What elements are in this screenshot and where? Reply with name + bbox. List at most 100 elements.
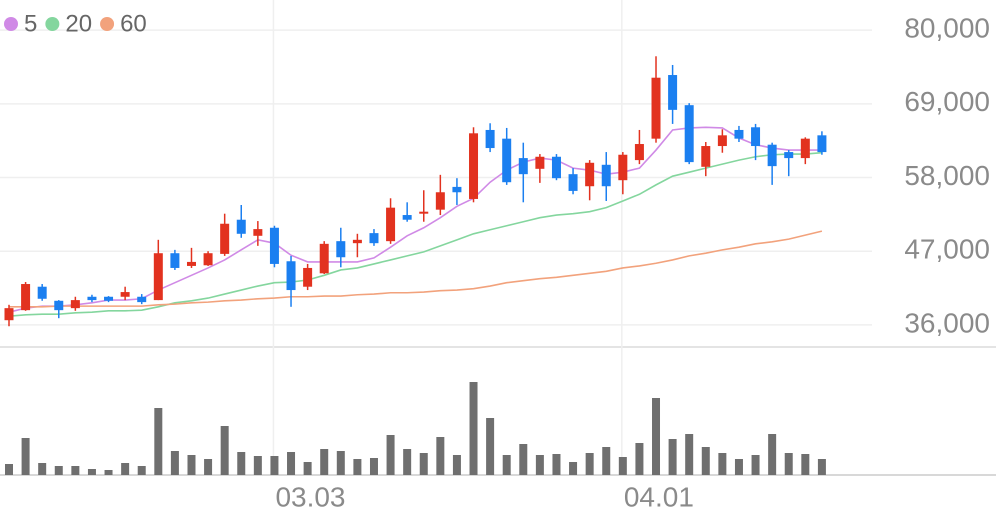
volume-bar xyxy=(718,453,727,475)
legend-label: 60 xyxy=(120,10,147,37)
volume-bar xyxy=(419,453,428,475)
candle-body xyxy=(585,162,595,187)
candle-body xyxy=(303,267,313,287)
volume-bar xyxy=(436,437,445,475)
candle-body xyxy=(817,135,827,153)
volume-bar xyxy=(38,463,47,475)
volume-bar xyxy=(652,398,661,475)
volume-bar xyxy=(668,439,677,475)
candle-body xyxy=(286,261,296,291)
volume-bar xyxy=(602,447,611,475)
volume-bar xyxy=(21,438,30,475)
volume-bar xyxy=(5,464,13,475)
candle-body xyxy=(186,261,196,266)
candle-body xyxy=(800,138,810,159)
ma-line xyxy=(9,230,823,308)
legend-label: 20 xyxy=(65,10,92,37)
volume-bar xyxy=(104,470,113,475)
candle-body xyxy=(253,229,263,236)
volume-bar xyxy=(386,435,395,475)
volume-bar xyxy=(801,454,810,475)
candle-body xyxy=(137,296,147,303)
candle-body xyxy=(21,284,31,311)
volume-bar xyxy=(519,444,528,475)
candle-body xyxy=(634,144,644,161)
volume-bar xyxy=(154,408,163,475)
candle-body xyxy=(37,286,47,299)
volume-bar xyxy=(220,426,229,475)
candle-body xyxy=(502,138,512,183)
candle-body xyxy=(170,253,180,268)
candle-body xyxy=(469,133,479,199)
candle-body xyxy=(717,135,727,147)
candle-body xyxy=(386,207,396,242)
x-tick-label: 03.03 xyxy=(275,481,345,512)
y-tick-label: 36,000 xyxy=(904,307,990,338)
volume-bar xyxy=(353,459,362,475)
volume-bar xyxy=(170,451,179,475)
candle-body xyxy=(518,158,528,175)
volume-bar xyxy=(817,459,826,475)
volume-bar xyxy=(701,447,710,475)
legend-swatch xyxy=(100,17,115,31)
candle-body xyxy=(104,296,114,301)
legend-swatch xyxy=(45,17,60,31)
volume-bar xyxy=(685,434,694,475)
candle-body xyxy=(734,129,744,139)
candle-body xyxy=(767,144,777,167)
volume-bar xyxy=(502,455,511,475)
volume-bar xyxy=(734,459,743,475)
candle-body xyxy=(203,253,213,266)
candle-body xyxy=(535,156,545,169)
candle-body xyxy=(4,308,14,321)
candle-body xyxy=(153,253,163,301)
volume-bar xyxy=(552,454,561,475)
candle-body xyxy=(54,300,64,311)
legend-swatch xyxy=(4,17,18,31)
volume-bar xyxy=(336,451,345,475)
volume-bar xyxy=(452,455,461,475)
volume-bar xyxy=(635,443,644,475)
ma-line xyxy=(8,126,822,313)
volume-bar xyxy=(751,455,760,475)
y-tick-label: 69,000 xyxy=(904,86,990,117)
volume-bar xyxy=(137,466,146,475)
volume-bar xyxy=(585,453,594,475)
volume-bar xyxy=(121,463,130,475)
candle-body xyxy=(87,296,97,301)
candle-body xyxy=(751,127,761,147)
candle-body xyxy=(784,152,794,159)
candle-body xyxy=(269,227,279,264)
volume-bar xyxy=(486,418,495,475)
volume-bar xyxy=(403,449,412,475)
candle-body xyxy=(618,154,628,181)
y-tick-label: 58,000 xyxy=(904,160,990,191)
candle-body xyxy=(419,211,429,214)
volume-bar xyxy=(253,456,262,475)
candle-body xyxy=(485,129,495,149)
volume-bar xyxy=(569,462,578,475)
candle-body xyxy=(220,223,230,254)
volume-bar xyxy=(469,382,478,475)
volume-bar xyxy=(87,469,96,475)
ma-line xyxy=(8,151,822,317)
candle-body xyxy=(701,146,711,167)
volume-bar xyxy=(187,455,196,475)
volume-bar xyxy=(784,453,793,475)
candle-body xyxy=(684,105,694,163)
candle-body xyxy=(668,75,678,110)
candle-body xyxy=(568,174,578,191)
candle-body xyxy=(70,300,80,309)
volume-bar xyxy=(287,452,296,475)
candle-body xyxy=(551,156,561,179)
volume-bar xyxy=(303,462,312,475)
volume-bar xyxy=(237,452,246,475)
legend-label: 5 xyxy=(24,10,37,37)
candle-body xyxy=(120,292,130,297)
candle-body xyxy=(601,164,611,187)
x-tick-label: 04.01 xyxy=(624,481,694,512)
volume-bar xyxy=(54,466,63,475)
volume-bar xyxy=(618,457,627,475)
volume-bar xyxy=(270,456,279,475)
volume-bar xyxy=(71,466,80,475)
